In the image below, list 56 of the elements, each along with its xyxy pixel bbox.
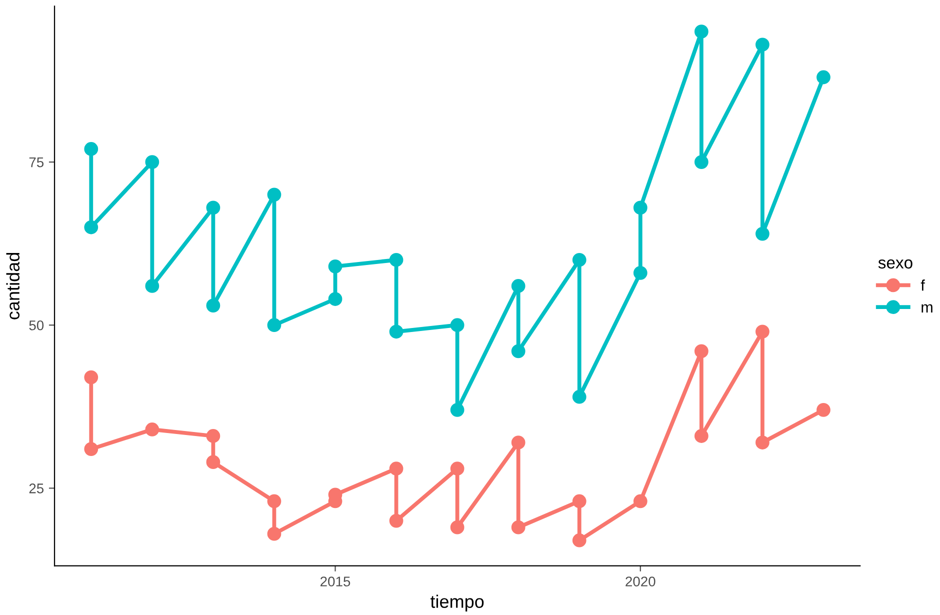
- point: [756, 226, 770, 241]
- point: [633, 494, 648, 508]
- point: [450, 318, 464, 332]
- x-axis-title: tiempo: [430, 594, 484, 612]
- point: [267, 526, 282, 541]
- point: [572, 252, 586, 267]
- y-tick-label: 25: [29, 484, 44, 494]
- point: [389, 252, 404, 267]
- legend-title: sexo: [878, 259, 912, 269]
- point: [694, 344, 708, 358]
- point: [756, 38, 770, 52]
- legend-label: f: [920, 280, 925, 291]
- point: [450, 462, 464, 476]
- y-tick-label: 50: [29, 320, 44, 330]
- point: [694, 429, 708, 443]
- point: [84, 142, 98, 156]
- point: [206, 429, 220, 443]
- point: [511, 436, 526, 450]
- point: [84, 220, 98, 234]
- point: [694, 24, 708, 39]
- point: [756, 436, 770, 450]
- point: [267, 494, 282, 508]
- x-tick-label: 2015: [320, 576, 350, 586]
- point: [389, 514, 404, 528]
- point: [206, 200, 220, 215]
- point: [450, 520, 464, 534]
- point: [511, 344, 526, 358]
- point: [84, 370, 98, 384]
- point: [328, 259, 342, 274]
- point: [511, 520, 526, 534]
- legend-label: m: [922, 304, 932, 312]
- point: [84, 442, 98, 456]
- point: [389, 324, 404, 339]
- point: [816, 402, 830, 417]
- point: [145, 422, 160, 436]
- x-tick-label: 2020: [626, 576, 656, 586]
- point: [816, 70, 830, 84]
- point: [633, 200, 648, 215]
- point: [328, 292, 342, 306]
- point: [206, 455, 220, 470]
- point: [267, 318, 282, 332]
- point: [694, 155, 708, 169]
- y-tick-label: 75: [29, 158, 44, 168]
- point: [206, 298, 220, 312]
- point: [756, 324, 770, 339]
- point: [145, 155, 160, 169]
- point: [389, 462, 404, 476]
- point: [633, 266, 648, 280]
- y-axis-title: cantidad: [6, 253, 20, 320]
- point: [267, 188, 282, 202]
- point: [145, 279, 160, 293]
- point: [572, 390, 586, 404]
- point: [572, 494, 586, 508]
- point: [450, 402, 464, 417]
- point: [572, 533, 586, 548]
- point: [511, 279, 526, 293]
